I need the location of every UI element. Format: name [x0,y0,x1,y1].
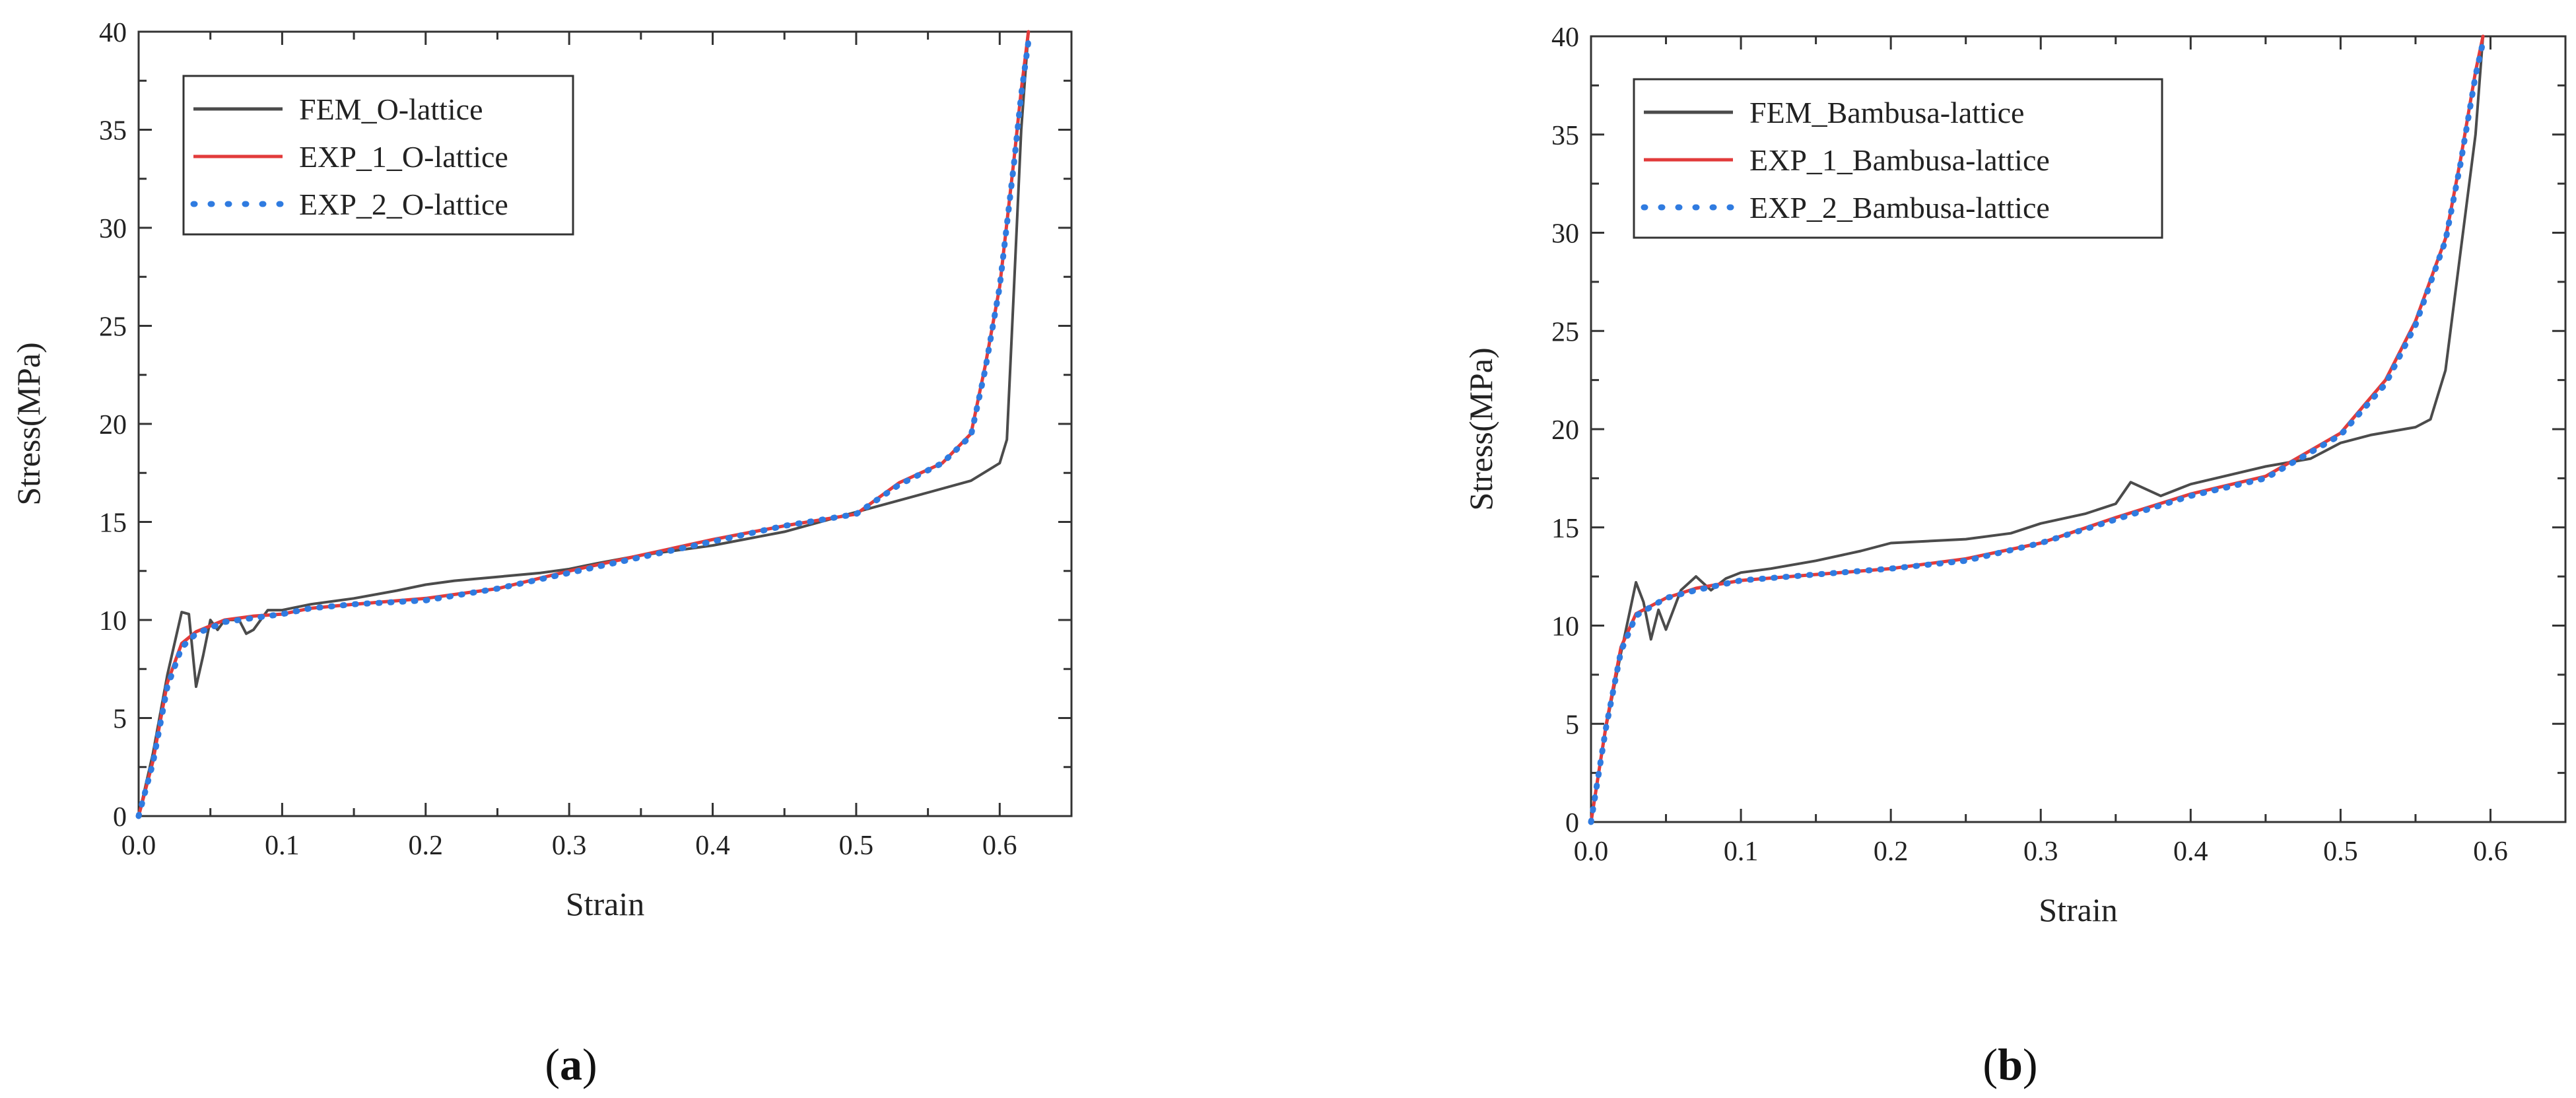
y-tick-label: 30 [99,214,127,244]
x-tick-label: 0.3 [2023,837,2058,867]
y-tick-label: 15 [1551,514,1579,544]
y-tick-label: 0 [113,802,127,833]
x-tick-label: 0.0 [121,831,156,861]
panel-b: 0.0 0.1 0.2 0.3 0.4 0.5 0.6 0 5 10 15 20 25 30 35 40 Str… [1462,22,2567,1089]
x-axis-label: Strain [566,885,644,922]
y-tick-label: 10 [99,606,127,636]
x-tick-label: 0.1 [265,831,300,861]
y-tick-label: 40 [99,18,127,48]
legend-label: EXP_2_O-lattice [299,188,508,221]
legend-label: FEM_Bambusa-lattice [1749,96,2024,129]
y-tick-label: 10 [1551,612,1579,642]
y-tick-label: 35 [1551,121,1579,151]
panel-label: (a) [545,1039,597,1089]
y-tick-label: 20 [1551,415,1579,446]
y-tick-label: 35 [99,116,127,147]
y-tick-label: 5 [113,704,127,735]
legend-label: EXP_1_Bambusa-lattice [1749,143,2050,177]
legend-label: FEM_O-lattice [299,92,483,126]
series-line-fem-o-lattice [137,30,1030,817]
y-tick-label: 25 [1551,317,1579,347]
panel-a: 0.0 0.1 0.2 0.3 0.4 0.5 0.6 0 5 10 15 20 25 30 35 40 Str… [10,18,1073,1089]
y-tick-label: 25 [99,312,127,343]
x-tick-label: 0.6 [982,831,1017,861]
y-tick-label: 0 [1565,808,1579,839]
y-tick-label: 20 [99,410,127,440]
panel-label: (b) [1983,1039,2037,1089]
y-axis-label: Stress(MPa) [10,342,47,505]
x-tick-label: 0.5 [839,831,874,861]
series-line-exp-2-o-lattice [135,38,1032,819]
x-tick-label: 0.4 [695,831,730,861]
series-line-fem-bambusa-lattice [1590,35,2485,823]
series-line-exp-2-bambusa-lattice [1588,39,2486,825]
y-tick-label: 15 [99,508,127,539]
x-tick-label: 0.5 [2323,837,2358,867]
x-tick-label: 0.1 [1724,837,1759,867]
x-tick-label: 0.6 [2473,837,2508,867]
x-tick-label: 0.4 [2173,837,2208,867]
legend-label: EXP_1_O-lattice [299,140,508,174]
y-axis-label: Stress(MPa) [1462,347,1499,510]
x-tick-label: 0.3 [552,831,587,861]
y-tick-label: 5 [1565,710,1579,740]
y-tick-label: 30 [1551,219,1579,250]
y-tick-label: 40 [1551,22,1579,53]
legend-label: EXP_2_Bambusa-lattice [1749,191,2050,224]
x-tick-label: 0.0 [1574,837,1609,867]
x-tick-label: 0.2 [1874,837,1909,867]
x-tick-label: 0.2 [409,831,444,861]
x-axis-label: Strain [2039,891,2117,928]
